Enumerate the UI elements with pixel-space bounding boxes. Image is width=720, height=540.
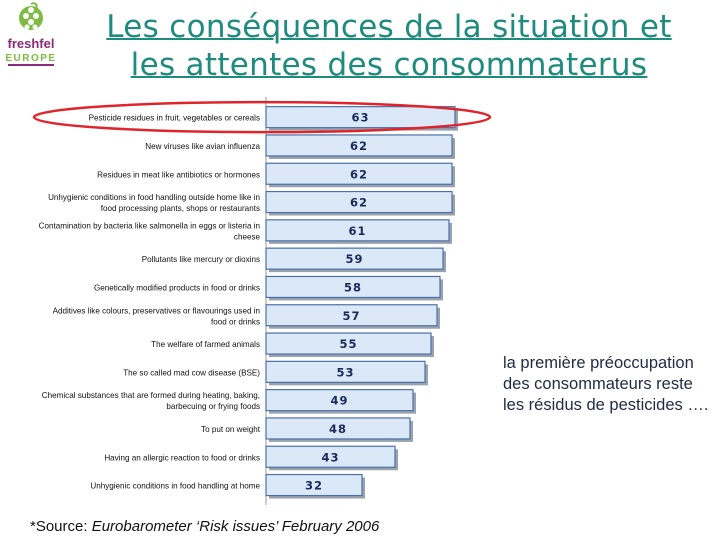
- bar: [265, 162, 453, 185]
- bar-value-label: 62: [350, 167, 368, 181]
- bar-value-label: 53: [336, 365, 354, 379]
- bar-value-label: 61: [348, 224, 366, 238]
- callout-note: la première préoccupation des consommate…: [503, 354, 709, 414]
- category-label: The so called mad cow disease (BSE): [123, 368, 260, 377]
- category-label: The welfare of farmed animals: [151, 340, 260, 349]
- category-label: Unhygienic conditions in food handling a…: [90, 482, 260, 491]
- category-label: barbecuing or frying foods: [166, 402, 260, 411]
- source-prefix: *Source:: [30, 518, 92, 535]
- bar-value-label: 57: [342, 309, 360, 323]
- freshfel-logo: freshfel EUROPE: [5, 2, 56, 66]
- bar-value-label: 55: [339, 337, 357, 351]
- bar: [265, 473, 363, 497]
- grape-icon: [19, 2, 43, 30]
- slide-title-line-2: les attentes des consommaterus: [130, 47, 648, 83]
- category-label: Contamination by bacteria like salmonell…: [39, 221, 260, 230]
- category-label: Unhygienic conditions in food handling o…: [48, 193, 260, 202]
- bar: [265, 445, 396, 468]
- bar-value-label: 49: [330, 394, 348, 408]
- source-reference: Eurobarometer ‘Risk issues’ February 200…: [91, 518, 380, 535]
- bar: [265, 219, 450, 242]
- category-label: Chemical substances that are formed duri…: [42, 391, 260, 400]
- slide-title-line-1: Les conséquences de la situation et: [106, 9, 672, 45]
- category-label: Pesticide residues in fruit, vegetables …: [89, 114, 260, 123]
- category-label: Additives like colours, preservatives or…: [53, 306, 260, 315]
- category-label: Having an allergic reaction to food or d…: [104, 453, 260, 462]
- logo-subtitle: EUROPE: [5, 53, 56, 64]
- bar-value-label: 48: [329, 422, 347, 436]
- bar: [265, 360, 426, 383]
- category-label: food processing plants, shops or restaur…: [101, 204, 260, 213]
- highlight-ellipse: [32, 100, 492, 134]
- bar: [265, 106, 456, 129]
- bar-value-label: 62: [350, 196, 368, 210]
- bar-value-label: 62: [350, 139, 368, 153]
- category-label: To put on weight: [201, 425, 261, 434]
- bar: [265, 304, 438, 327]
- logo-wordmark: freshfel: [8, 36, 55, 51]
- category-label: Pollutants like mercury or dioxins: [142, 255, 260, 264]
- bar: [265, 275, 441, 299]
- category-label: cheese: [234, 232, 261, 241]
- source-footnote: *Source: Eurobarometer ‘Risk issues’ Feb…: [30, 518, 379, 535]
- category-label: food or drinks: [211, 317, 260, 326]
- bar: [265, 417, 411, 440]
- bar-value-label: 32: [305, 479, 323, 493]
- bar: [265, 332, 432, 355]
- bar: [265, 134, 453, 157]
- bar: [265, 247, 444, 270]
- category-label: Genetically modified products in food or…: [94, 283, 260, 292]
- bar-value-label: 59: [345, 252, 363, 266]
- bar: [265, 190, 453, 214]
- bar-value-label: 63: [351, 111, 369, 125]
- category-label: Residues in meat like antibiotics or hor…: [97, 170, 260, 179]
- horizontal-bar-chart: 63 Pesticide residues in fruit, vegetable…: [32, 97, 492, 505]
- slide-title: Les conséquences de la situation et les …: [62, 8, 716, 84]
- category-label: New viruses like avian influenza: [145, 142, 260, 151]
- bar-value-label: 43: [321, 450, 339, 464]
- bar: [265, 389, 414, 412]
- bar-value-label: 58: [344, 280, 362, 294]
